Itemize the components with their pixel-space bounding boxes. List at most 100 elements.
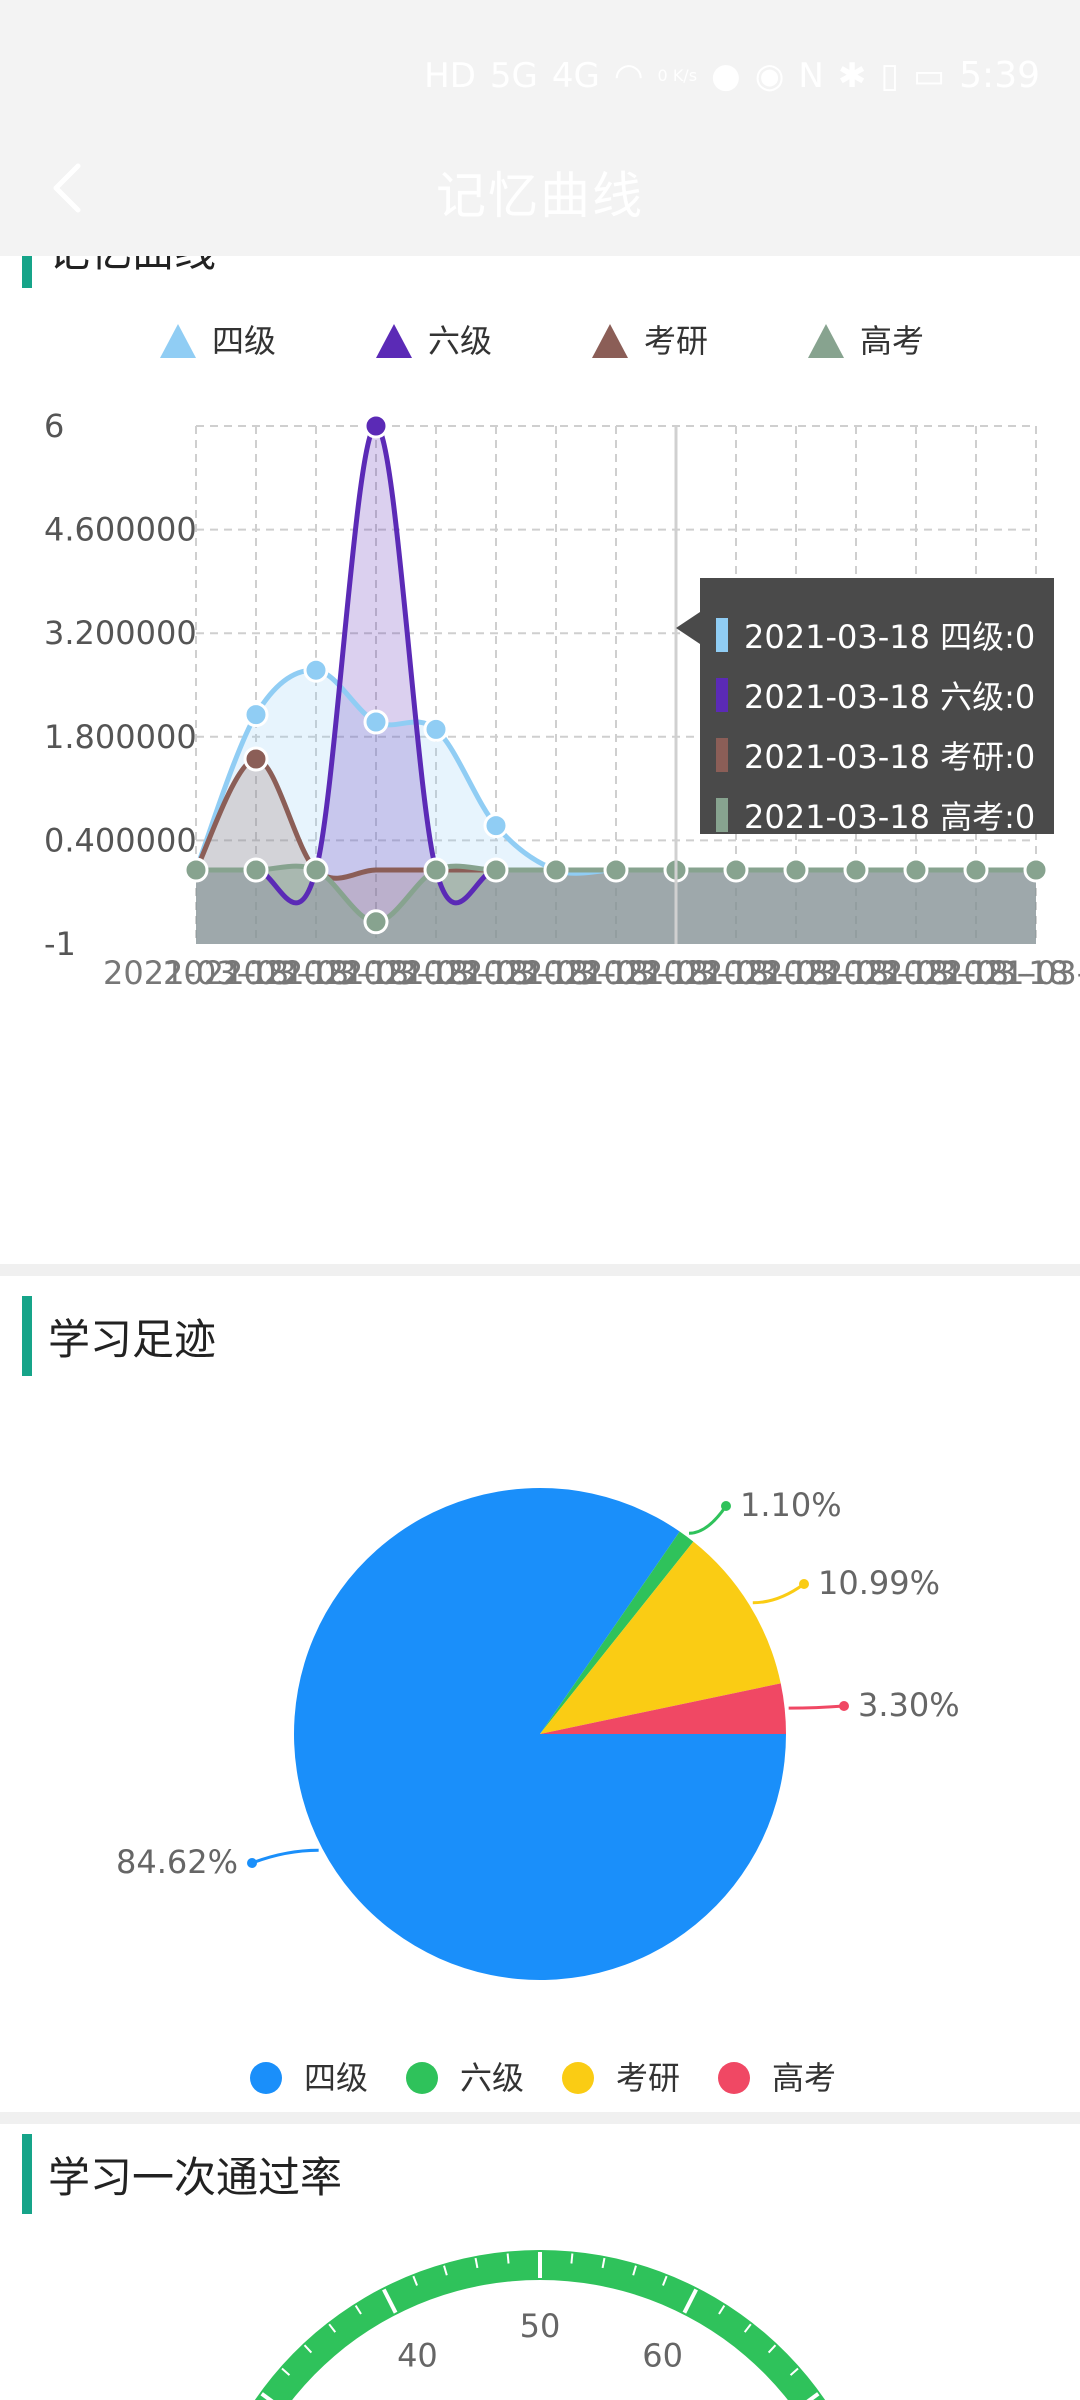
series-area-高考 <box>196 866 1036 944</box>
tooltip-entry: 2021-03-18 四级:0 <box>744 618 1035 656</box>
back-arrow-icon[interactable] <box>42 160 98 216</box>
legend-label: 高考 <box>772 2059 836 2097</box>
data-point-高考 <box>243 857 269 883</box>
gauge-tick <box>682 2288 698 2314</box>
pie-leader-dot <box>247 1858 257 1868</box>
status-bar: HD 5G 4G ◠ 0 K/s ● ◉ N ✱ ▯ ▭ 5:39 <box>0 0 1080 120</box>
series-area-六级 <box>196 426 1036 944</box>
battery-icon: ▭ <box>913 55 946 96</box>
wifi-icon: ◠ <box>613 55 644 96</box>
gauge-tick <box>718 2305 726 2315</box>
footprint-section-title: 学习足迹 <box>22 1296 216 1376</box>
gauge-tick <box>601 2257 606 2269</box>
pie-legend-item-2: 六级 <box>406 2059 524 2097</box>
footprint-pie-chart[interactable]: 84.62% 1.10% 10.99% 3.30% 四级 六级 考研 高考 <box>0 1376 1080 2112</box>
chart-tooltip: 2021-03-18 四级:0 2021-03-18 六级:0 2021-03-18… <box>676 578 1054 836</box>
section-divider <box>0 1264 1080 1276</box>
section-accent-bar <box>22 256 32 288</box>
network-speed: 0 K/s <box>657 66 698 85</box>
data-point-高考 <box>723 857 749 883</box>
data-point-高考 <box>783 857 809 883</box>
pie-leader-line <box>788 1704 845 1710</box>
gauge-tick <box>382 2288 398 2314</box>
data-point-高考 <box>603 857 629 883</box>
data-point-考研 <box>243 746 269 772</box>
section-divider <box>0 2112 1080 2124</box>
legend-item-3: 考研 <box>592 322 708 360</box>
pie-leader-line <box>752 1582 805 1605</box>
gauge-tick <box>354 2305 362 2315</box>
vibrate-icon: ▯ <box>880 55 900 96</box>
pie-leader-dot <box>721 1501 731 1511</box>
tooltip-pointer <box>676 612 700 644</box>
pass-rate-section-title: 学习一次通过率 <box>22 2134 342 2214</box>
pie-leader-dot <box>799 1579 809 1589</box>
x-tick-label: 2021-03-18 <box>943 954 1080 992</box>
data-point-高考 <box>1023 857 1049 883</box>
x-tick-label: 2021-03-18 <box>643 954 829 992</box>
y-tick-label: 1.800000 <box>44 718 197 756</box>
gauge-tick <box>506 2253 510 2264</box>
x-tick-label: 2021-03-18 <box>583 954 769 992</box>
app-bar: 记忆曲线 <box>0 120 1080 256</box>
x-tick-label: 2021-03-18 <box>703 954 889 992</box>
legend-dot-icon <box>406 2062 438 2094</box>
tooltip-swatch <box>716 738 728 772</box>
data-point-四级 <box>363 709 389 735</box>
tooltip-entry: 2021-03-18 高考:0 <box>744 798 1035 836</box>
data-point-四级 <box>303 657 329 683</box>
data-point-高考 <box>363 909 389 935</box>
y-tick-label: 3.200000 <box>44 614 197 652</box>
data-point-高考 <box>303 857 329 883</box>
legend-item-1: 四级 <box>160 322 276 360</box>
y-tick-label: 6 <box>44 407 64 445</box>
gauge-tick <box>806 2392 820 2400</box>
pie-data-label: 84.62% <box>116 1843 238 1881</box>
x-tick-label: 2021-03-18 <box>283 954 469 992</box>
legend-label: 六级 <box>460 2059 524 2097</box>
message-icon: ● <box>711 55 741 96</box>
x-tick-label: 2021-03-18 <box>883 954 1069 992</box>
pie-slice-六级 <box>540 1531 694 1734</box>
data-point-高考 <box>423 857 449 883</box>
tooltip-swatch <box>716 678 728 712</box>
content-scroll-area[interactable]: 记忆曲线 四级六级考研高考64.6000003.2000001.8000000.… <box>0 256 1080 2400</box>
signal-5g-icon: 5G <box>489 55 538 96</box>
x-tick-label: 2021-03-18 <box>163 954 349 992</box>
gauge-tick <box>570 2253 574 2264</box>
page-title: 记忆曲线 <box>436 167 644 225</box>
x-tick-label: 2021-03-18 <box>823 954 1009 992</box>
legend-triangle-icon <box>592 324 628 358</box>
tooltip-swatch <box>716 798 728 832</box>
data-point-高考 <box>183 857 209 883</box>
status-icons: HD 5G 4G ◠ 0 K/s ● ◉ N ✱ ▯ ▭ 5:39 <box>424 55 1040 96</box>
pie-legend-item-3: 考研 <box>562 2059 680 2097</box>
bluetooth-icon: ✱ <box>837 55 867 96</box>
legend-triangle-icon <box>376 324 412 358</box>
y-tick-label: 4.600000 <box>44 511 197 549</box>
legend-triangle-icon <box>808 324 844 358</box>
gauge-tick <box>412 2275 418 2286</box>
data-point-高考 <box>483 857 509 883</box>
eye-icon: ◉ <box>754 55 785 96</box>
gauge-tick <box>328 2323 337 2333</box>
pie-data-label: 1.10% <box>740 1486 842 1524</box>
pie-slice-高考 <box>540 1683 786 1734</box>
y-tick-label: -1 <box>44 925 76 963</box>
data-point-四级 <box>243 702 269 728</box>
gauge-tick <box>662 2275 668 2286</box>
pie-leader-line <box>688 1505 728 1535</box>
y-tick-label: 0.400000 <box>44 821 197 859</box>
section-accent-bar <box>22 2134 32 2214</box>
x-tick-label: 2021-03-18 <box>403 954 589 992</box>
data-point-高考 <box>843 857 869 883</box>
memory-curve-chart[interactable]: 四级 六级 考研 高考 6 4.600000 3.200000 1.800000 0.40000… <box>0 300 1080 1260</box>
pass-rate-gauge: 20304050607080学习一次通过率 <box>254 2250 826 2400</box>
x-tick-label: 2021-03-18 <box>463 954 649 992</box>
pie-leader-dot <box>839 1701 849 1711</box>
x-tick-label: 2021-03-18 <box>223 954 409 992</box>
data-point-四级 <box>423 716 449 742</box>
pie-leader-line <box>251 1848 319 1865</box>
pie-data-label: 3.30% <box>858 1686 960 1724</box>
gauge-tick <box>743 2323 752 2333</box>
